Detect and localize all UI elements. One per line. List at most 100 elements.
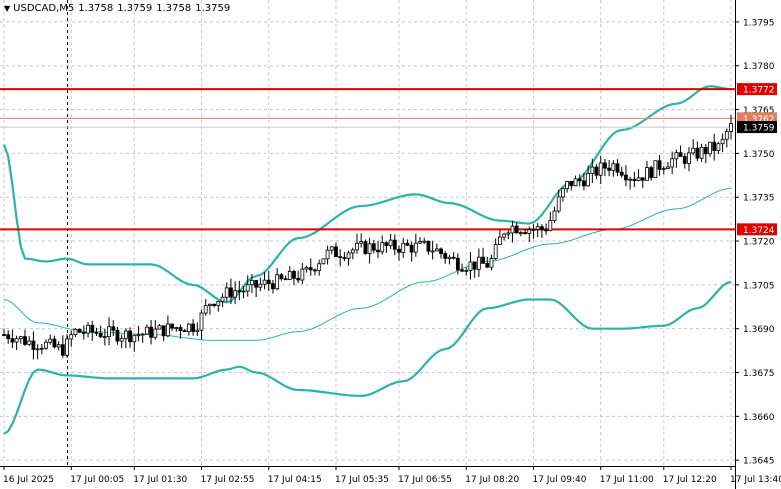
candle-body [338,256,343,259]
dropdown-arrow-icon[interactable]: ▼ [4,4,11,13]
candle-body [481,256,485,264]
time-tick-label: 17 Jul 05:35 [335,475,389,485]
candle-body [334,246,338,258]
time-tick-label: 17 Jul 13:40 [730,475,781,485]
candle-body [132,334,137,343]
candle-body [271,283,275,290]
bid-price-tag: 1.3759 [737,121,777,134]
candle-body [266,279,271,285]
time-axis: 16 Jul 2025 17 Jul 00:05 17 Jul 01:30 17 Ju… [0,466,781,485]
candle-body [48,338,53,343]
price-tick-label: 1.3675 [743,369,775,379]
candle-body [447,256,452,259]
candle-body [712,141,717,151]
candle-body [422,240,427,243]
candle-body [212,303,217,306]
candle-body [468,261,473,271]
price-tick-label: 1.3735 [743,194,775,204]
candle-body [119,338,124,342]
time-tick-label: 17 Jul 02:55 [201,475,255,485]
candle-body [128,330,132,343]
candle-body [254,280,259,288]
candle-body [497,236,502,245]
candle-body [657,160,662,170]
candle-body [518,232,523,234]
candle-body [102,336,107,338]
candle-body [262,279,267,285]
candle-body [187,323,191,332]
candle-body [77,328,82,333]
candle-body [476,256,481,270]
candle-body [472,261,477,270]
candle-body [237,290,242,293]
price-tick-label: 1.3765 [743,106,775,116]
candle-body [434,248,439,252]
candle-body [678,152,683,157]
candle-body [56,344,61,348]
candle-body [174,327,179,329]
level-price-tag: 1.3724 [737,223,777,236]
candle-body [325,249,330,260]
candle-body [451,256,456,259]
candle-body [401,242,406,253]
horizontal-levels[interactable] [0,88,735,231]
candle-body [153,328,158,338]
candle-body [115,329,120,342]
candle-body [300,268,305,281]
price-tag-bg [737,83,777,96]
candle-body [65,338,69,356]
candle-body [594,166,599,176]
candle-body [111,326,116,331]
candle-body [342,257,347,259]
candle-body [573,178,578,187]
candle-body [598,162,603,176]
candle-body [182,330,187,333]
price-tick-label: 1.3660 [743,413,775,423]
candle-body [628,178,633,181]
candle-body [371,243,376,251]
candle-body [258,283,263,288]
candle-body [535,226,540,230]
candle-body [493,244,498,259]
candle-body [645,167,649,181]
candle-body [245,284,250,292]
symbol-header[interactable]: ▼ USDCAD,M5 1.3758 1.3759 1.3758 1.3759 [4,3,234,14]
candle-body [296,277,301,281]
candle-body [2,334,6,336]
candle-body [632,178,637,181]
candle-body [170,323,174,329]
candle-body [199,312,204,331]
candle-body [275,274,280,290]
candle-body [44,341,48,349]
candle-body [624,174,628,181]
price-tick-label: 1.3750 [743,150,775,160]
candle-body [687,152,691,164]
candle-body [94,331,99,334]
candle-body [136,334,141,337]
candle-body [27,340,32,345]
candle-body [317,263,322,271]
time-tick-label: 17 Jul 08:20 [465,475,519,485]
candle-body [724,131,729,140]
candle-body [69,334,74,340]
candle-body [691,147,696,154]
candle-body [666,166,670,169]
candle-body [35,348,40,351]
candle-body [699,146,704,159]
price-tag-text: 1.3759 [743,124,775,134]
candle-body [510,225,515,234]
candle-body [539,226,544,231]
candle-body [250,280,254,286]
candle-body [590,166,595,174]
candle-body [674,152,679,160]
candle-body [392,239,397,250]
price-tick-label: 1.3780 [743,62,775,72]
candle-body [413,242,418,253]
bands-lower-line [3,280,732,435]
candle-body [607,167,612,171]
open-value: 1.3758 [78,3,114,14]
candle-body [586,173,591,187]
candle-body [216,301,221,306]
